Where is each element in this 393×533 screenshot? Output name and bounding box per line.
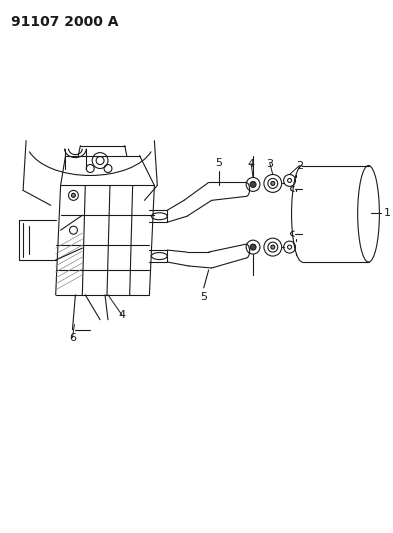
- Circle shape: [72, 193, 75, 197]
- Circle shape: [271, 245, 275, 249]
- Circle shape: [271, 181, 275, 185]
- Text: 5: 5: [215, 158, 222, 167]
- Circle shape: [250, 181, 256, 188]
- Text: 3: 3: [266, 158, 274, 168]
- Text: 4: 4: [248, 158, 255, 168]
- Text: 4: 4: [118, 310, 125, 320]
- Text: 5: 5: [200, 292, 207, 302]
- Circle shape: [250, 244, 256, 250]
- Text: 2: 2: [296, 160, 303, 171]
- Text: 6: 6: [69, 333, 76, 343]
- Text: 91107 2000 A: 91107 2000 A: [11, 15, 119, 29]
- Text: 1: 1: [383, 208, 390, 219]
